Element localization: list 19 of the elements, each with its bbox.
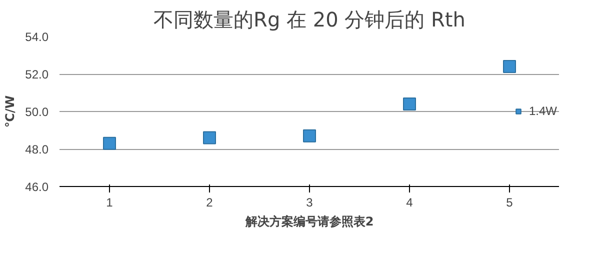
y-tick-label: 54.0 bbox=[25, 30, 49, 44]
point bbox=[103, 136, 116, 150]
x-tick-label: 1 bbox=[106, 196, 114, 210]
legend-label: 1.4W bbox=[529, 104, 558, 118]
y-tick-label: 46.0 bbox=[25, 180, 49, 194]
y-tick-label: 50.0 bbox=[25, 105, 49, 119]
point bbox=[203, 131, 216, 144]
point bbox=[503, 60, 516, 73]
chart-title: 不同数量的Rg 在 20 分钟后的 Rth bbox=[154, 8, 466, 32]
point bbox=[403, 98, 416, 110]
x-tick-label: 5 bbox=[506, 196, 514, 210]
x-axis-title: 解决方案编号请参照表2 bbox=[244, 214, 374, 228]
y-tick-label: 48.0 bbox=[25, 142, 49, 156]
point bbox=[303, 129, 316, 142]
y-tick-label: 52.0 bbox=[25, 68, 49, 82]
x-tick-label: 4 bbox=[406, 196, 414, 210]
x-tick-label: 2 bbox=[206, 196, 214, 210]
x-tick-label: 3 bbox=[306, 196, 314, 210]
y-axis-title: ℃/W bbox=[3, 95, 18, 128]
